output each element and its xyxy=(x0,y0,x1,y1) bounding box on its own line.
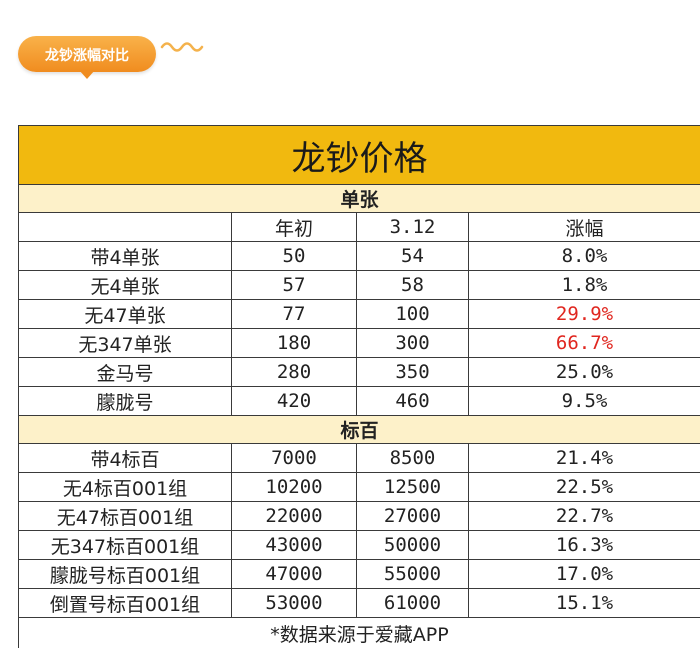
section-label: 标百 xyxy=(18,415,700,444)
item-name-cell: 带4标百 xyxy=(18,443,232,473)
change-cell: 21.4% xyxy=(468,443,700,473)
footnote-row: *数据来源于爱藏APP xyxy=(18,617,700,648)
start-price-cell: 47000 xyxy=(231,559,357,589)
start-price-cell: 10200 xyxy=(231,472,357,502)
item-name-cell: 无47单张 xyxy=(18,299,232,329)
start-price-cell: 280 xyxy=(231,357,357,387)
start-price-cell: 77 xyxy=(231,299,357,329)
badge-pointer xyxy=(79,70,95,79)
start-price-cell: 53000 xyxy=(231,588,357,618)
current-price-cell: 350 xyxy=(356,357,469,387)
change-cell: 66.7% xyxy=(468,328,700,358)
start-price-cell: 7000 xyxy=(231,443,357,473)
table-row: 无347标百001组 43000 50000 16.3% xyxy=(18,530,700,560)
start-price-cell: 180 xyxy=(231,328,357,358)
item-name-cell: 朦胧号 xyxy=(18,386,232,416)
start-price-cell: 420 xyxy=(231,386,357,416)
item-name-cell: 无47标百001组 xyxy=(18,501,232,531)
section-badge: 龙钞涨幅对比 xyxy=(18,36,156,72)
title-row: 龙钞价格 xyxy=(18,125,700,185)
table-row: 朦胧号标百001组 47000 55000 17.0% xyxy=(18,559,700,589)
start-price-cell: 50 xyxy=(231,241,357,271)
table-row: 无47标百001组 22000 27000 22.7% xyxy=(18,501,700,531)
item-name-cell: 无4标百001组 xyxy=(18,472,232,502)
column-header: 年初 xyxy=(231,212,357,242)
change-cell: 1.8% xyxy=(468,270,700,300)
table-row: 带4单张 50 54 8.0% xyxy=(18,241,700,271)
change-cell: 9.5% xyxy=(468,386,700,416)
item-name-cell: 无347单张 xyxy=(18,328,232,358)
table-title: 龙钞价格 xyxy=(18,125,700,185)
table-row: 无4单张 57 58 1.8% xyxy=(18,270,700,300)
start-price-cell: 22000 xyxy=(231,501,357,531)
change-cell: 17.0% xyxy=(468,559,700,589)
change-cell: 22.7% xyxy=(468,501,700,531)
current-price-cell: 300 xyxy=(356,328,469,358)
item-name-cell: 带4单张 xyxy=(18,241,232,271)
item-name-cell: 无4单张 xyxy=(18,270,232,300)
current-price-cell: 100 xyxy=(356,299,469,329)
change-cell: 16.3% xyxy=(468,530,700,560)
start-price-cell: 43000 xyxy=(231,530,357,560)
table-row: 无47单张 77 100 29.9% xyxy=(18,299,700,329)
table-row: 无4标百001组 10200 12500 22.5% xyxy=(18,472,700,502)
wave-decoration-icon xyxy=(160,42,204,52)
current-price-cell: 61000 xyxy=(356,588,469,618)
item-name-cell: 倒置号标百001组 xyxy=(18,588,232,618)
price-table: 龙钞价格 单张 年初 3.12 涨幅 带4单张 50 54 8.0% 无4单张 57 58 1.8% 无… xyxy=(18,125,700,648)
change-cell: 8.0% xyxy=(468,241,700,271)
current-price-cell: 460 xyxy=(356,386,469,416)
section-row: 单张 xyxy=(18,184,700,213)
change-cell: 29.9% xyxy=(468,299,700,329)
change-cell: 25.0% xyxy=(468,357,700,387)
table-row: 朦胧号 420 460 9.5% xyxy=(18,386,700,416)
source-footnote: *数据来源于爱藏APP xyxy=(18,617,700,648)
column-header: 3.12 xyxy=(356,212,469,242)
current-price-cell: 54 xyxy=(356,241,469,271)
item-name-cell: 朦胧号标百001组 xyxy=(18,559,232,589)
section-row: 标百 xyxy=(18,415,700,444)
start-price-cell: 57 xyxy=(231,270,357,300)
current-price-cell: 8500 xyxy=(356,443,469,473)
current-price-cell: 27000 xyxy=(356,501,469,531)
change-cell: 15.1% xyxy=(468,588,700,618)
item-name-cell: 无347标百001组 xyxy=(18,530,232,560)
change-cell: 22.5% xyxy=(468,472,700,502)
table-row: 金马号 280 350 25.0% xyxy=(18,357,700,387)
badge-label: 龙钞涨幅对比 xyxy=(45,48,129,64)
current-price-cell: 12500 xyxy=(356,472,469,502)
table-row: 无347单张 180 300 66.7% xyxy=(18,328,700,358)
header-row: 年初 3.12 涨幅 xyxy=(18,212,700,242)
current-price-cell: 50000 xyxy=(356,530,469,560)
column-header: 涨幅 xyxy=(468,212,700,242)
column-header xyxy=(18,212,232,242)
table-row: 倒置号标百001组 53000 61000 15.1% xyxy=(18,588,700,618)
item-name-cell: 金马号 xyxy=(18,357,232,387)
section-label: 单张 xyxy=(18,184,700,213)
current-price-cell: 55000 xyxy=(356,559,469,589)
current-price-cell: 58 xyxy=(356,270,469,300)
table-row: 带4标百 7000 8500 21.4% xyxy=(18,443,700,473)
